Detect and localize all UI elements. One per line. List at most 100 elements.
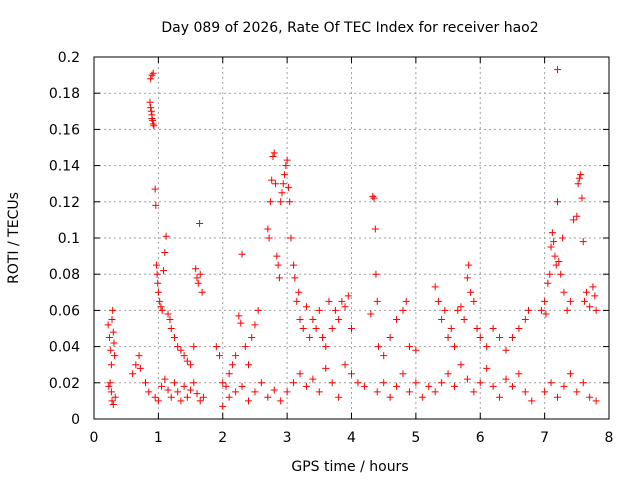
data-point [190,343,198,351]
data-point [552,261,560,269]
data-point [460,315,468,323]
data-point [386,334,394,342]
data-point [425,382,433,390]
data-point [180,352,188,360]
y-tick-label: 0.16 [49,122,80,138]
data-point [158,382,166,390]
data-point [268,176,276,184]
data-point [174,388,182,396]
data-point [582,288,590,296]
data-point [193,390,201,398]
data-point [431,388,439,396]
x-tick-label: 8 [605,430,614,446]
data-point [109,328,117,336]
data-point [190,379,198,387]
data-point [265,234,273,242]
data-point [283,156,291,164]
data-point [282,162,290,170]
data-point [293,297,301,305]
data-point [315,388,323,396]
data-point [219,402,227,410]
data-point [457,303,465,311]
data-point [578,194,586,202]
data-point [550,238,558,246]
data-point [577,171,585,179]
data-point [183,393,191,401]
data-point [328,325,336,332]
data-point [579,238,587,246]
y-tick-label: 0.04 [49,340,80,356]
data-point [554,66,561,74]
data-points [104,66,600,410]
data-point [105,334,113,342]
data-point [399,306,407,314]
data-point [199,393,207,401]
data-point [237,319,245,327]
data-point [279,180,287,188]
data-point [541,388,549,396]
data-point [554,198,561,206]
data-point [521,315,529,323]
data-point [241,343,249,351]
data-point [167,393,175,401]
data-point [546,270,554,278]
data-point [270,149,278,157]
data-point [193,274,201,282]
data-point [412,379,420,387]
data-point [315,306,323,314]
data-point [154,288,162,296]
data-point [107,346,115,354]
data-point [375,343,383,351]
data-point [129,370,137,378]
data-point [338,297,346,305]
data-point [150,122,158,130]
data-point [589,283,597,291]
data-point [508,382,516,390]
data-point [148,115,156,123]
data-point [393,315,401,323]
data-point [369,192,377,200]
data-point [107,388,115,396]
data-point [380,379,388,387]
data-point [566,297,574,305]
data-point [160,267,168,275]
data-point [277,397,285,405]
data-point [291,274,299,282]
data-point [555,258,563,266]
data-point [170,334,178,342]
data-point [341,303,349,311]
data-point [521,388,529,396]
y-tick-label: 0 [71,412,80,428]
data-point [264,393,272,401]
data-point [515,370,523,378]
data-point [306,334,314,342]
data-point [557,270,565,278]
data-point [109,306,117,314]
data-point [286,198,294,206]
y-tick-label: 0.14 [49,159,80,175]
data-point [222,382,230,390]
data-point [325,297,333,305]
data-point [147,107,155,115]
data-point [574,180,582,188]
data-point [328,379,336,387]
data-point [194,279,202,287]
data-point [196,397,204,405]
data-point [508,334,516,342]
y-tick-label: 0.1 [58,231,80,247]
data-point [238,250,246,258]
data-point [444,334,452,342]
y-axis-label: ROTI / TECUs [6,192,22,284]
data-point [309,375,317,383]
data-point [542,310,550,318]
data-point [157,303,165,311]
data-point [274,261,282,269]
data-point [544,279,552,287]
chart-title: Day 089 of 2026, Rate Of TEC Index for r… [161,20,538,36]
data-point [348,370,355,378]
data-point [302,382,310,390]
data-point [251,321,259,329]
data-point [412,346,420,354]
data-point [444,370,452,378]
data-point [156,297,164,305]
